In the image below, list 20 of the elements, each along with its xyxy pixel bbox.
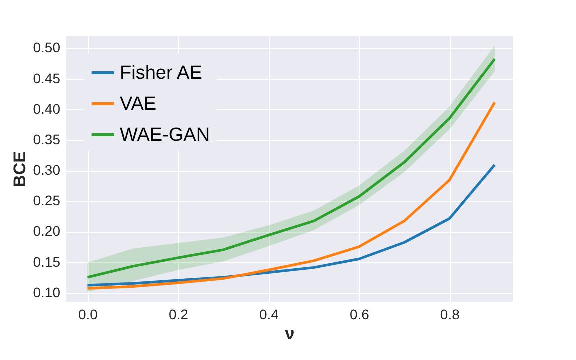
legend-label: Fisher AE — [120, 63, 202, 84]
x-tick-label: 0.6 — [350, 306, 370, 322]
y-tick-label: 0.40 — [33, 100, 61, 117]
y-tick-label: 0.45 — [33, 70, 61, 86]
y-tick-label: 0.50 — [33, 40, 61, 56]
y-tick-label: 0.25 — [33, 192, 61, 209]
y-tick-label: 0.20 — [33, 223, 61, 240]
y-tick-label: 0.10 — [33, 284, 61, 300]
legend-label: WAE-GAN — [120, 125, 210, 146]
y-axis-title: BCE — [10, 152, 30, 188]
x-tick-label: 0.4 — [259, 306, 280, 322]
y-tick-label: 0.30 — [33, 162, 61, 178]
y-tick-label: 0.35 — [33, 131, 61, 148]
line-series — [86, 164, 496, 287]
x-tick-label: 0.2 — [168, 306, 189, 322]
x-tick-label: 0.0 — [78, 306, 98, 322]
x-axis-title: ν — [285, 324, 295, 344]
x-tick-label: 0.8 — [440, 306, 460, 322]
y-tick-label: 0.15 — [33, 254, 61, 270]
legend-label: VAE — [120, 94, 157, 115]
